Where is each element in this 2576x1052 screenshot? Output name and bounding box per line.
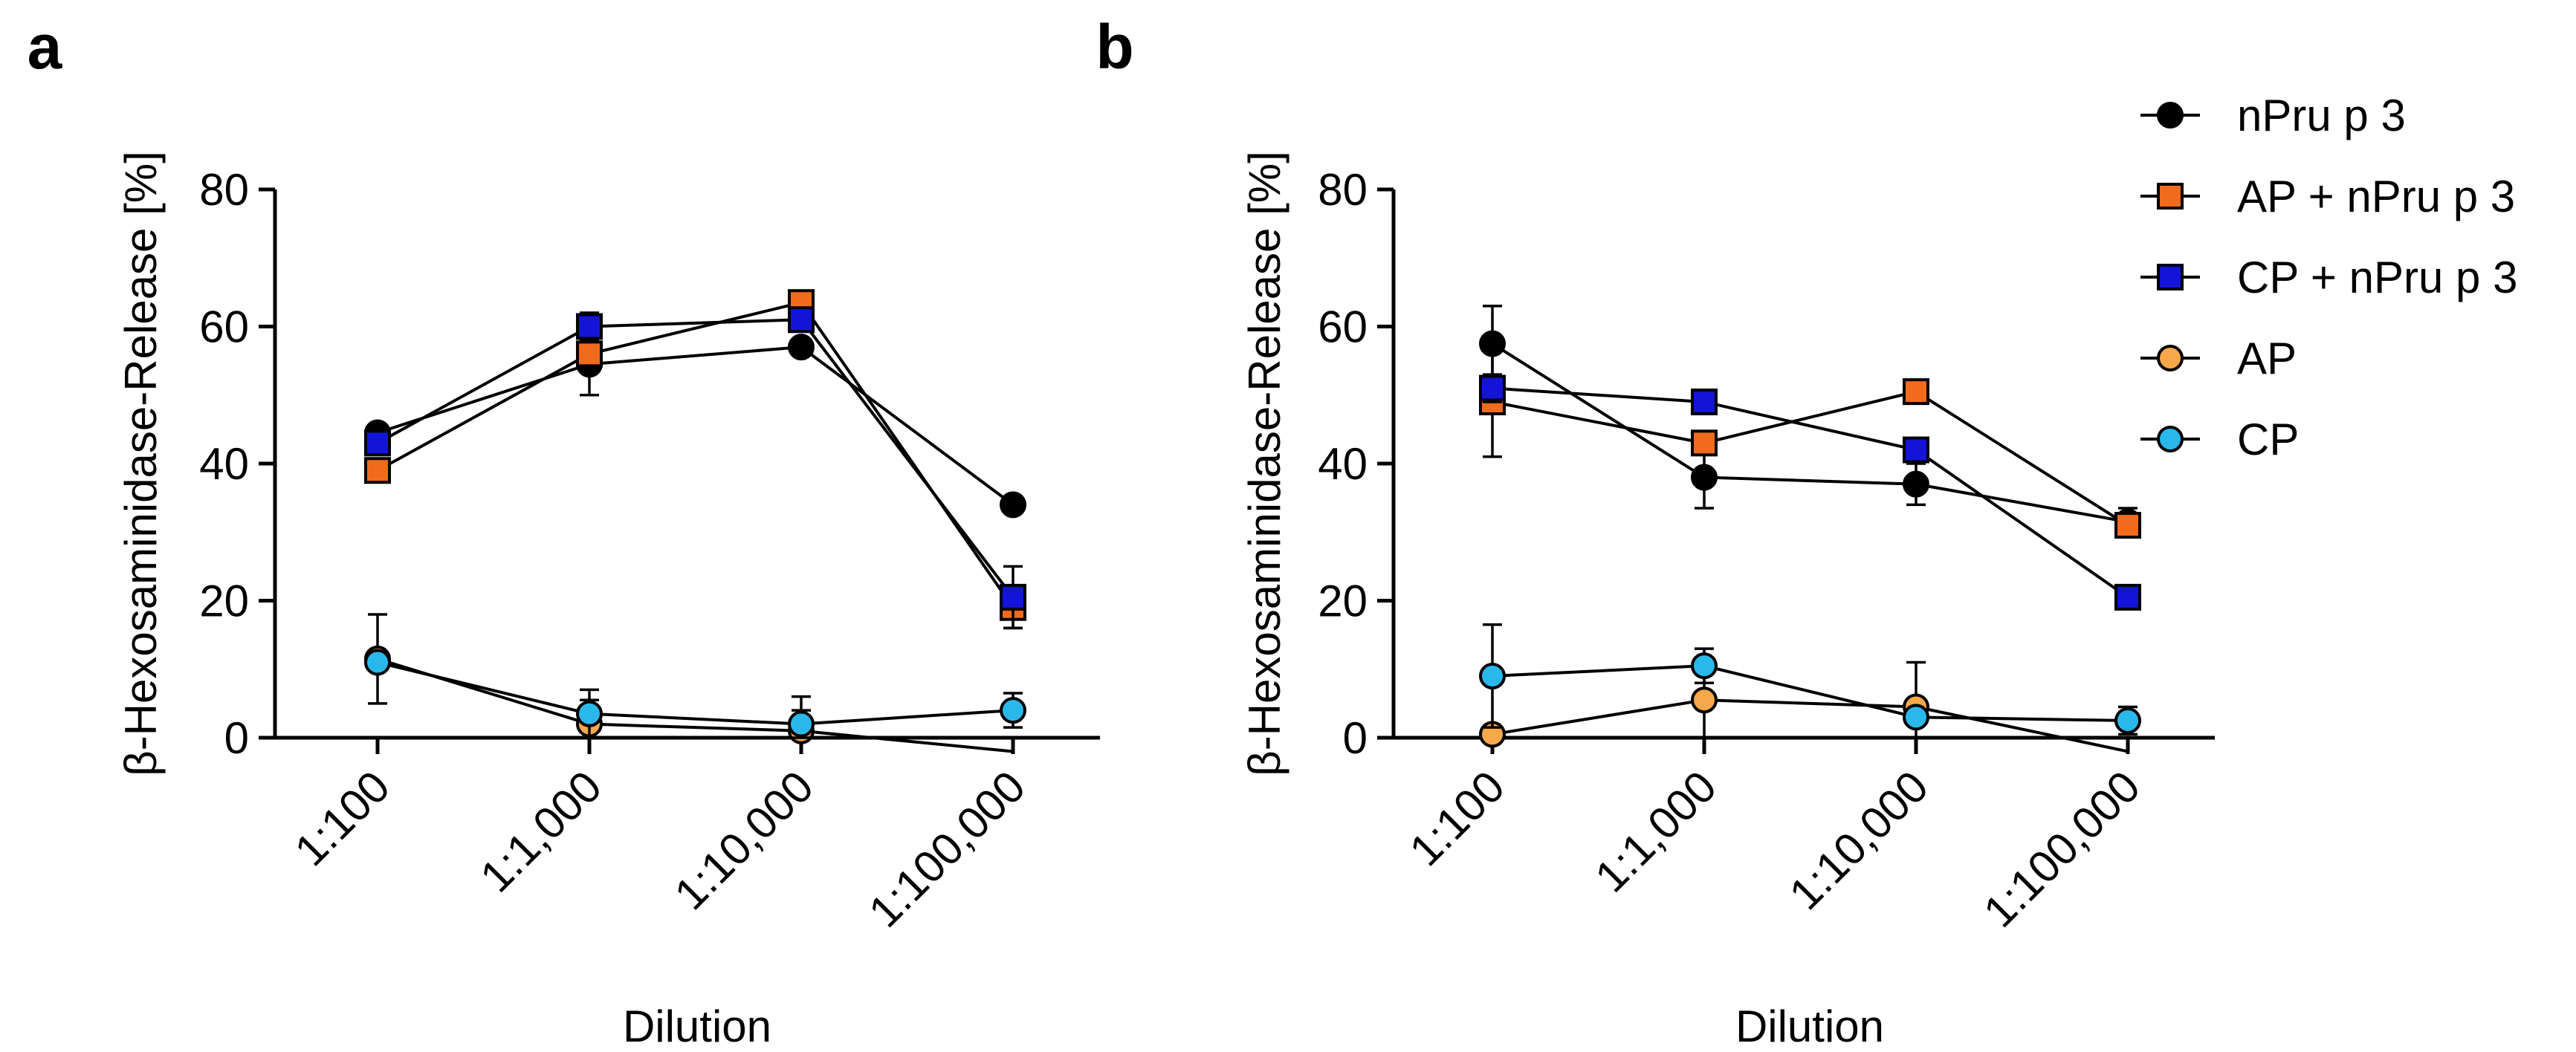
series-line — [377, 660, 1014, 726]
legend-item-npru-p-3: nPru p 3 — [2140, 91, 2406, 140]
x-tick-label: 1:1,000 — [1585, 762, 1726, 902]
y-tick-label: 0 — [1343, 713, 1368, 763]
data-point — [1479, 374, 1506, 402]
series-line — [1491, 342, 2129, 524]
series-line — [1492, 386, 2129, 599]
panel-label: b — [1096, 12, 1133, 82]
x-axis-title: Dilution — [623, 1001, 771, 1051]
legend-label: AP — [2237, 334, 2297, 383]
data-point — [788, 306, 815, 334]
y-tick-label: 80 — [199, 165, 249, 215]
data-point — [2114, 512, 2141, 539]
series-line — [377, 300, 1014, 608]
x-axis-title: Dilution — [1735, 1001, 1884, 1051]
data-point — [1903, 704, 1929, 731]
legend-label: AP + nPru p 3 — [2237, 172, 2515, 221]
legend-item-cp: CP — [2140, 415, 2299, 464]
series-line — [1492, 698, 2129, 753]
x-tick-label: 1:10,000 — [1780, 762, 1938, 920]
data-point — [1691, 652, 1718, 680]
data-point — [1903, 378, 1929, 406]
data-point — [1903, 436, 1929, 464]
data-point — [1691, 686, 1718, 714]
data-point — [788, 334, 815, 361]
y-tick-label: 80 — [1318, 165, 1368, 215]
data-point — [1000, 583, 1026, 611]
y-tick-label: 60 — [1318, 302, 1368, 352]
data-point — [1000, 491, 1026, 519]
x-tick-label: 1:100,000 — [859, 762, 1035, 937]
y-tick-label: 60 — [199, 302, 249, 352]
y-tick-label: 40 — [199, 439, 249, 489]
legend-marker — [2157, 183, 2184, 210]
legend-marker — [2157, 426, 2184, 452]
data-point — [1691, 388, 1718, 415]
panel-label: a — [27, 12, 63, 82]
series-line — [377, 318, 1014, 599]
legend: nPru p 3 AP + nPru p 3 CP + nPru p 3 AP CP — [2140, 91, 2517, 464]
legend-marker — [2157, 264, 2184, 290]
data-point — [576, 700, 603, 727]
legend-marker — [2157, 345, 2184, 371]
series-npru-p-3 — [364, 331, 1026, 519]
x-tick-label: 1:100,000 — [1974, 762, 2149, 937]
legend-label: nPru p 3 — [2237, 91, 2406, 140]
y-tick-label: 20 — [199, 577, 249, 626]
y-tick-label: 20 — [1318, 577, 1368, 626]
legend-label: CP — [2237, 415, 2299, 464]
series-ap-npru-p-3 — [1479, 345, 2141, 539]
legend-item-ap: AP — [2140, 334, 2297, 383]
series-line — [1492, 389, 2129, 527]
series-cp-npru-p-3 — [1479, 373, 2141, 611]
x-tick-label: 1:10,000 — [665, 762, 823, 920]
y-tick-label: 0 — [224, 713, 249, 763]
y-tick-label: 40 — [1318, 439, 1368, 489]
data-point — [1903, 470, 1929, 498]
series-cp-npru-p-3 — [364, 306, 1026, 630]
legend-item-ap-npru-p-3: AP + nPru p 3 — [2140, 172, 2515, 221]
data-point — [1000, 697, 1026, 724]
series-npru-p-3 — [1479, 305, 2141, 537]
legend-marker — [2157, 102, 2184, 129]
data-point — [1479, 662, 1506, 689]
data-point — [2114, 583, 2141, 611]
y-axis-title: β-Hexosaminidase-Release [%] — [1240, 151, 1289, 776]
series-line — [377, 658, 1014, 753]
x-tick-label: 1:100 — [1400, 762, 1515, 876]
x-tick-label: 1:1,000 — [470, 762, 611, 902]
series-ap-npru-p-3 — [364, 289, 1026, 630]
y-axis-title: β-Hexosaminidase-Release [%] — [116, 151, 166, 776]
series-line — [377, 345, 1014, 506]
data-point — [1691, 429, 1718, 457]
data-point — [364, 429, 391, 457]
data-point — [2114, 707, 2141, 734]
series-cp — [364, 649, 1026, 739]
panel-b: b 0 20 40 60 80 1:100 1:1,000 1:10,000 1:100,000 β… — [1096, 12, 2215, 1051]
data-point — [576, 340, 603, 368]
data-point — [576, 313, 603, 340]
panel-a: a 0 20 40 60 80 1:100 1:1,000 1:10,000 1:100,000 β… — [27, 12, 1100, 1051]
data-point — [364, 649, 391, 676]
legend-item-cp-npru-p-3: CP + nPru p 3 — [2140, 253, 2517, 302]
x-tick-label: 1:100 — [285, 762, 400, 876]
data-point — [788, 710, 815, 738]
legend-label: CP + nPru p 3 — [2237, 253, 2517, 302]
data-point — [1691, 464, 1718, 491]
series-line — [1492, 664, 2129, 722]
data-point — [364, 457, 391, 484]
series-cp — [1479, 623, 2141, 736]
